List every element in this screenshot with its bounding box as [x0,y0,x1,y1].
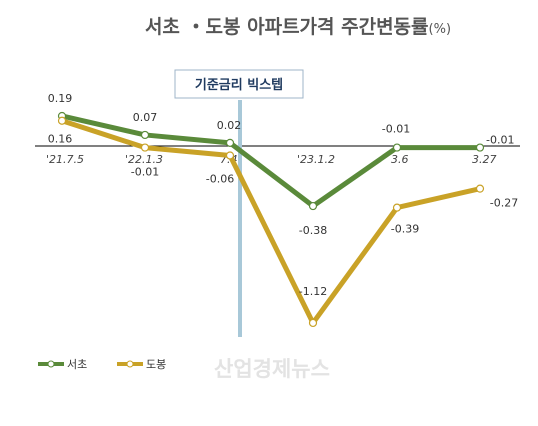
x-tick-label: '23.1.2 [297,153,335,166]
data-point-dobong [140,143,150,152]
series-line-seocho [59,113,483,209]
legend: 서초 도봉 [38,358,166,371]
data-point-seocho [225,138,235,147]
data-label-dobong: -0.06 [206,172,234,185]
data-label-seocho: -0.01 [382,123,410,136]
series-line-dobong [59,118,483,326]
data-point-dobong [475,184,485,193]
data-point-dobong [392,203,402,212]
data-label-dobong: -0.27 [490,197,518,210]
chart-title-unit: (%) [429,22,452,37]
x-tick-label: 3.6 [391,153,409,166]
annotation-box [174,69,304,99]
watermark: 산업경제뉴스 [214,357,330,381]
data-point-seocho [475,143,485,152]
x-tick-label: '22.1.3 [125,153,163,166]
series-points [57,111,485,328]
data-label-dobong: -0.01 [131,166,159,179]
series-lines [59,113,483,326]
data-label-seocho: 0.19 [48,92,73,105]
data-label-seocho: -0.01 [486,134,514,147]
legend-marker-dobong [126,360,134,368]
chart-title-text: 서초 ・도봉 아파트가격 주간변동률 [145,16,429,38]
legend-marker-seocho [47,360,55,368]
data-label-dobong: -1.12 [299,285,327,298]
data-label-dobong: -0.39 [391,223,419,236]
x-axis-ticks: '21.7.5'22.1.3 7.4'23.1.2 3.6 3.27 [46,153,497,166]
series-labels: 0.19 0.07 0.02 -0.38 -0.01 -0.01 0.16 -0.01 -0.0… [48,92,518,298]
data-point-seocho [392,143,402,152]
legend-label-dobong: 도봉 [146,358,166,371]
data-label-dobong: 0.16 [48,133,73,146]
data-label-seocho: 0.02 [217,119,242,132]
chart-title: 서초 ・도봉 아파트가격 주간변동률(%) [145,16,451,38]
data-label-seocho: -0.38 [299,224,327,237]
data-point-dobong [308,318,318,328]
x-tick-label: '21.7.5 [46,153,84,166]
data-point-dobong [225,151,235,160]
data-point-dobong [57,116,67,125]
annotation-label: 기준금리 빅스텝 [195,77,283,93]
x-tick-label: 3.27 [472,153,497,166]
data-point-seocho [308,201,318,211]
data-point-seocho [140,130,150,140]
data-label-seocho: 0.07 [133,111,158,124]
legend-label-seocho: 서초 [67,358,87,371]
